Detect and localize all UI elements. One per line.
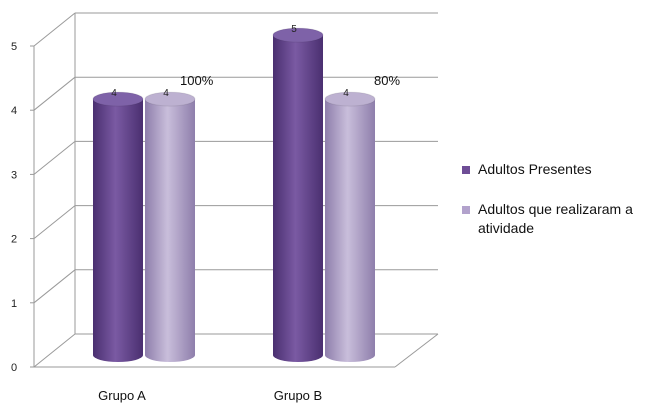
y-tick-label-4: 4 — [11, 105, 17, 117]
legend-label-adultos-presentes: Adultos Presentes — [478, 161, 592, 177]
legend-item-adultos-atividade: Adultos que realizaram a atividade — [462, 200, 657, 238]
data-label-presentes-a: 4 — [111, 88, 117, 99]
data-labels: 4 4 5 4 — [111, 24, 349, 99]
y-tick-label-1: 1 — [11, 298, 17, 310]
gridline-diagonal-2 — [33, 205, 76, 239]
bar-adultos-presentes-grupo-a — [92, 91, 144, 362]
bar-adultos-atividade-grupo-a — [144, 91, 196, 363]
legend-swatch-dark — [462, 166, 470, 174]
category-label-grupo-b: Grupo B — [274, 388, 322, 403]
bars — [92, 27, 376, 363]
y-tick-label-3: 3 — [11, 169, 17, 181]
bar-adultos-atividade-grupo-b — [324, 91, 376, 363]
annotation-80-percent: 80% — [374, 73, 400, 88]
y-tick-label-0: 0 — [11, 362, 17, 374]
data-label-atividade-a: 4 — [163, 88, 169, 99]
y-tick-label-5: 5 — [11, 41, 17, 53]
annotation-100-percent: 100% — [180, 73, 214, 88]
gridline-diagonal-1 — [33, 269, 76, 304]
gridline-diagonal-5 — [33, 12, 76, 47]
bar-adultos-presentes-grupo-b — [272, 27, 324, 362]
legend: Adultos Presentes Adultos que realizaram… — [462, 160, 657, 259]
y-tick-label-2: 2 — [11, 234, 17, 246]
category-label-grupo-a: Grupo A — [98, 388, 146, 403]
legend-item-adultos-presentes: Adultos Presentes — [462, 160, 657, 179]
gridline-diagonal-3 — [33, 141, 76, 175]
y-axis-ticks: 0 1 2 3 4 5 — [11, 41, 34, 374]
legend-label-adultos-atividade: Adultos que realizaram a atividade — [478, 201, 633, 236]
data-label-atividade-b: 4 — [343, 88, 349, 99]
gridline-diagonal-4 — [33, 76, 76, 111]
data-label-presentes-b: 5 — [291, 24, 297, 35]
legend-swatch-light — [462, 206, 470, 214]
